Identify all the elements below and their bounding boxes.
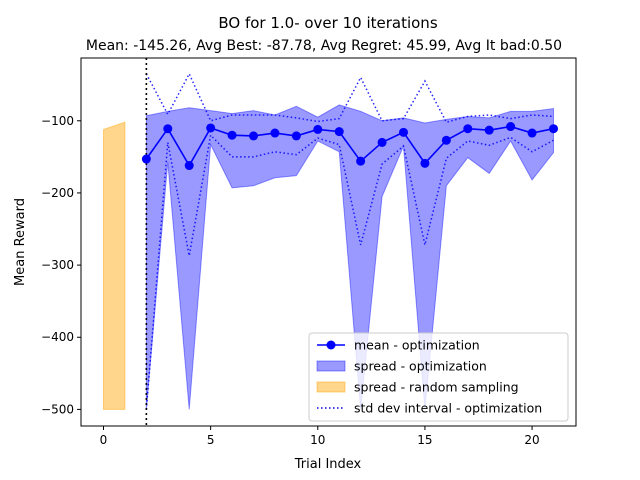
legend-swatch-spread-random — [316, 381, 346, 393]
y-tick-label: −300 — [41, 258, 74, 272]
x-axis-label: Trial Index — [294, 457, 362, 472]
mean-marker — [399, 127, 408, 137]
mean-marker — [206, 123, 216, 133]
chart-title: BO for 1.0- over 10 iterations — [218, 14, 437, 32]
legend-label: std dev interval - optimization — [354, 401, 542, 416]
mean-marker — [227, 130, 237, 140]
mean-marker — [506, 122, 516, 132]
y-tick-label: −500 — [41, 402, 74, 416]
mean-marker — [463, 124, 473, 134]
mean-marker — [141, 154, 151, 164]
mean-marker — [527, 128, 537, 138]
std-dev-upper-line — [145, 72, 554, 124]
mean-marker — [270, 128, 280, 138]
x-tick-label: 5 — [207, 433, 215, 447]
legend: mean - optimization spread - optimization… — [308, 332, 569, 422]
mean-marker — [484, 125, 494, 135]
mean-marker — [291, 131, 301, 141]
y-tick-label: −200 — [41, 186, 74, 200]
legend-swatch-spread-opt — [316, 360, 346, 372]
x-tick-label: 15 — [417, 433, 432, 447]
legend-label: spread - random sampling — [354, 380, 519, 395]
legend-label: spread - optimization — [354, 359, 487, 374]
legend-box — [308, 332, 569, 422]
mean-marker — [356, 156, 366, 166]
mean-marker — [420, 158, 430, 168]
y-axis-label: Mean Reward — [13, 198, 28, 286]
mean-marker — [163, 124, 173, 134]
mean-marker — [313, 124, 323, 134]
mean-marker — [377, 137, 387, 147]
mean-marker — [249, 131, 258, 141]
x-tick-label: 10 — [310, 433, 325, 447]
mean-marker — [184, 161, 194, 171]
mean-marker — [334, 127, 344, 137]
y-tick-label: −100 — [41, 114, 74, 128]
band-spread-random-sampling — [103, 121, 126, 410]
chart-subtitle: Mean: -145.26, Avg Best: -87.78, Avg Reg… — [86, 38, 562, 54]
x-tick-label: 20 — [524, 433, 539, 447]
mean-marker — [441, 135, 451, 145]
plot-area: 0 5 10 15 20 −500 −400 −300 −200 −100 — [41, 57, 577, 447]
mean-marker — [549, 124, 558, 134]
band-spread-optimization — [145, 104, 554, 410]
x-tick-label: 0 — [100, 433, 108, 447]
std-dev-lower-line — [145, 133, 554, 410]
axes-frame — [80, 57, 577, 427]
legend-swatch-mean-marker — [326, 340, 336, 350]
legend-label: mean - optimization — [354, 338, 480, 353]
y-tick-label: −400 — [41, 330, 74, 344]
